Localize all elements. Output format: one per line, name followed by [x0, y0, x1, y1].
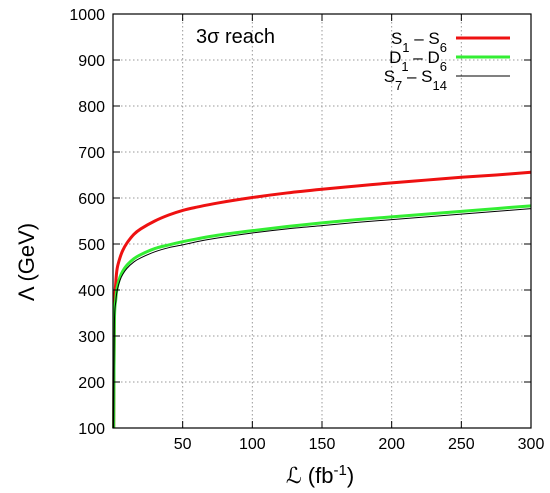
x-tick-label: 300 [518, 436, 545, 453]
legend-subscript: 6 [440, 40, 447, 55]
x-axis-label: ℒ (fb-1) [286, 462, 354, 489]
legend-subscript: 1 [402, 40, 409, 55]
annotation-text: 3σ reach [196, 26, 275, 48]
x-axis-label-sup: -1 [333, 462, 346, 479]
legend-subscript: 14 [433, 78, 447, 93]
x-tick-label: 250 [448, 436, 475, 453]
legend-text-part: – S [410, 29, 440, 48]
legend-text-part: S [384, 67, 395, 86]
legend-text-part: D [389, 48, 401, 67]
legend-text-part: – S [402, 67, 432, 86]
legend-label-1: S1 – S6 [391, 29, 447, 55]
series-line-3 [113, 208, 532, 429]
y-tick-label: 500 [78, 237, 105, 254]
series-line-1 [112, 170, 532, 429]
legend-text-part: S [391, 29, 402, 48]
legend-label-2: D1 – D6 [389, 48, 447, 74]
y-tick-label: 700 [78, 145, 105, 162]
tick-layer [113, 13, 532, 429]
y-axis-label: Λ (GeV) [14, 223, 39, 301]
y-tick-label: 900 [78, 53, 105, 70]
legend-subscript: 7 [395, 78, 402, 93]
tick-label-layer: 100 200 300 400 500 600 700 800 900 1000 50 100 150 2… [69, 7, 544, 453]
y-tick-label: 200 [78, 375, 105, 392]
x-axis-label-main: ℒ (fb [286, 463, 334, 488]
y-tick-label: 100 [78, 421, 105, 438]
x-tick-label: 200 [378, 436, 405, 453]
series-line-2 [112, 204, 532, 429]
y-tick-label: 600 [78, 191, 105, 208]
legend-subscript: 6 [440, 59, 447, 74]
x-tick-label: 150 [309, 436, 336, 453]
y-tick-label: 1000 [69, 7, 105, 24]
x-tick-label: 50 [174, 436, 192, 453]
x-tick-label: 100 [239, 436, 266, 453]
y-tick-label: 800 [78, 99, 105, 116]
y-tick-label: 300 [78, 329, 105, 346]
series-layer [112, 170, 532, 429]
y-tick-label: 400 [78, 283, 105, 300]
legend-subscript: 1 [401, 59, 408, 74]
legend-text-part: – D [409, 48, 440, 67]
legend-label-3: S7 – S14 [384, 67, 447, 93]
grid-layer [113, 14, 531, 428]
x-axis-label-close: ) [347, 463, 354, 488]
